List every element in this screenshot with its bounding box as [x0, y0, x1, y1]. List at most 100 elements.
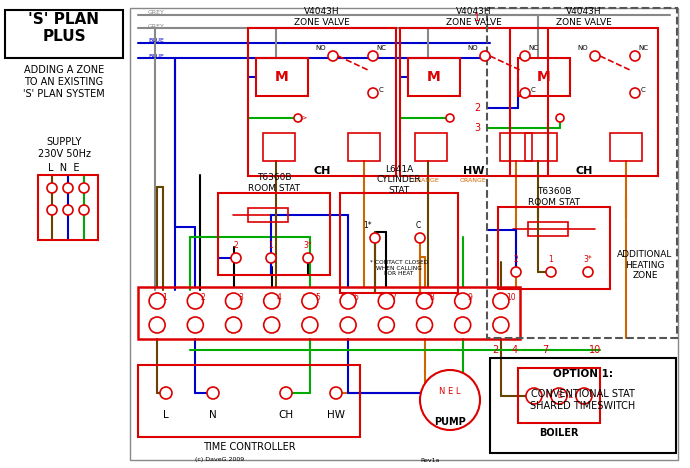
Circle shape [79, 205, 89, 215]
Text: 8: 8 [429, 292, 434, 301]
Text: 3: 3 [474, 123, 480, 133]
Bar [348, 133, 380, 161]
Circle shape [455, 317, 471, 333]
Bar [256, 58, 308, 96]
Text: 10: 10 [506, 292, 515, 301]
Text: L: L [163, 410, 169, 420]
Text: Rev1a: Rev1a [420, 458, 440, 462]
Text: V4043H
ZONE VALVE: V4043H ZONE VALVE [556, 7, 612, 27]
Text: SUPPLY
230V 50Hz: SUPPLY 230V 50Hz [37, 137, 90, 159]
Circle shape [590, 51, 600, 61]
Circle shape [264, 317, 279, 333]
Circle shape [79, 183, 89, 193]
Circle shape [294, 114, 302, 122]
Circle shape [368, 51, 378, 61]
Bar [130, 8, 678, 460]
Bar [340, 193, 458, 293]
Text: CONVENTIONAL STAT
SHARED TIMESWITCH: CONVENTIONAL STAT SHARED TIMESWITCH [531, 389, 635, 411]
Circle shape [378, 293, 394, 309]
Bar [528, 222, 568, 236]
Circle shape [303, 253, 313, 263]
Text: NO: NO [468, 45, 478, 51]
Text: CH: CH [313, 166, 331, 176]
Text: N E L: N E L [440, 388, 461, 396]
Text: ADDING A ZONE
TO AN EXISTING
'S' PLAN SYSTEM: ADDING A ZONE TO AN EXISTING 'S' PLAN SY… [23, 66, 105, 99]
Bar [248, 28, 396, 176]
Bar [138, 287, 520, 339]
Bar [500, 133, 532, 161]
Circle shape [455, 293, 471, 309]
Text: NO: NO [316, 45, 326, 51]
Circle shape [330, 387, 342, 399]
Circle shape [446, 114, 454, 122]
Circle shape [266, 253, 276, 263]
Text: 2: 2 [474, 103, 480, 113]
Text: (c) DaveG 2009: (c) DaveG 2009 [195, 458, 244, 462]
Circle shape [520, 51, 530, 61]
Circle shape [526, 388, 542, 404]
Text: HW: HW [327, 410, 345, 420]
Text: 2: 2 [234, 241, 238, 249]
Text: 1: 1 [474, 13, 480, 23]
Text: 7: 7 [391, 292, 396, 301]
Circle shape [149, 317, 165, 333]
Circle shape [493, 317, 509, 333]
Text: ADDITIONAL
HEATING
ZONE: ADDITIONAL HEATING ZONE [618, 250, 673, 280]
Circle shape [378, 317, 394, 333]
Text: 2: 2 [200, 292, 205, 301]
Text: 2: 2 [492, 345, 498, 355]
Bar [38, 175, 98, 240]
Circle shape [630, 51, 640, 61]
Circle shape [231, 253, 241, 263]
Text: 1: 1 [162, 292, 167, 301]
Text: CH: CH [279, 410, 293, 420]
Circle shape [583, 267, 593, 277]
Text: T6360B
ROOM STAT: T6360B ROOM STAT [248, 173, 300, 193]
Bar [498, 207, 610, 289]
Circle shape [546, 267, 556, 277]
Text: HW: HW [463, 166, 485, 176]
Bar [415, 133, 447, 161]
Text: L  N  E: L N E [48, 163, 80, 173]
Bar [490, 358, 676, 453]
Text: CH: CH [575, 166, 593, 176]
Text: C: C [640, 87, 645, 93]
Text: 4: 4 [512, 345, 518, 355]
Circle shape [47, 205, 57, 215]
Text: L641A
CYLINDER
STAT: L641A CYLINDER STAT [377, 165, 422, 195]
Text: NC: NC [638, 45, 648, 51]
Circle shape [576, 388, 592, 404]
Text: 6: 6 [353, 292, 358, 301]
Text: 3*: 3* [304, 241, 313, 249]
Bar [510, 28, 658, 176]
Text: M: M [275, 70, 289, 84]
Bar [218, 193, 330, 275]
Text: 3*: 3* [584, 255, 593, 263]
Text: N  E  L: N E L [546, 392, 573, 401]
Circle shape [370, 233, 380, 243]
Circle shape [280, 387, 292, 399]
Text: 'S' PLAN
PLUS: 'S' PLAN PLUS [28, 12, 99, 44]
Text: ORANGE: ORANGE [413, 177, 440, 183]
Text: OPTION 1:: OPTION 1: [553, 369, 613, 379]
Text: NC: NC [528, 45, 538, 51]
Bar [263, 133, 295, 161]
Text: T6360B
ROOM STAT: T6360B ROOM STAT [528, 187, 580, 207]
Text: 10: 10 [589, 345, 601, 355]
Bar [248, 208, 288, 222]
Text: M: M [537, 70, 551, 84]
Text: 4: 4 [277, 292, 282, 301]
Text: 7: 7 [542, 345, 548, 355]
Bar [408, 58, 460, 96]
Circle shape [417, 293, 433, 309]
Text: V4043H
ZONE VALVE: V4043H ZONE VALVE [294, 7, 350, 27]
Text: |>: |> [299, 115, 307, 122]
Circle shape [160, 387, 172, 399]
Text: C: C [379, 87, 384, 93]
Text: BLUE: BLUE [148, 38, 164, 44]
Circle shape [207, 387, 219, 399]
Bar [518, 58, 570, 96]
Circle shape [187, 317, 204, 333]
Circle shape [415, 233, 425, 243]
Circle shape [368, 88, 378, 98]
